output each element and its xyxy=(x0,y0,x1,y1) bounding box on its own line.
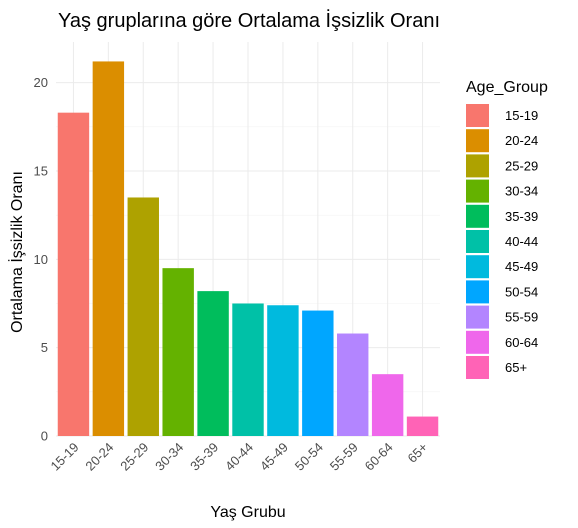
bar-50-54 xyxy=(302,310,334,436)
chart-title: Yaş gruplarına göre Ortalama İşsizlik Or… xyxy=(58,9,440,32)
y-tick-label: 10 xyxy=(34,252,48,267)
legend-key-55-59 xyxy=(466,305,489,329)
y-axis-ticks: 0 5 10 15 20 xyxy=(34,75,48,443)
legend-label: 50-54 xyxy=(505,284,538,299)
legend-key-20-24 xyxy=(466,129,489,153)
legend-label: 60-64 xyxy=(505,335,538,350)
legend-key-45-49 xyxy=(466,255,489,279)
x-tick-label: 35-39 xyxy=(187,440,221,474)
bar-65+ xyxy=(406,416,439,436)
legend-title: Age_Group xyxy=(466,79,548,96)
x-tick-label: 15-19 xyxy=(47,440,81,474)
x-tick-label: 30-34 xyxy=(152,440,186,474)
x-tick-label: 45-49 xyxy=(257,440,291,474)
x-tick-label: 20-24 xyxy=(82,440,116,474)
bar-15-19 xyxy=(57,112,90,437)
y-tick-label: 0 xyxy=(41,429,48,444)
x-tick-label: 50-54 xyxy=(292,440,326,474)
legend-key-65+ xyxy=(466,356,489,379)
y-axis-title: Ortalama İşsizlik Oranı xyxy=(7,171,26,333)
legend-key-35-39 xyxy=(466,204,489,228)
x-tick-label: 60-64 xyxy=(362,440,396,474)
bars xyxy=(57,61,439,437)
legend-label: 55-59 xyxy=(505,310,538,325)
bar-60-64 xyxy=(371,374,404,436)
legend-key-50-54 xyxy=(466,280,489,304)
legend-label: 45-49 xyxy=(505,259,538,274)
legend: Age_Group 15-19 20-24 25-29 30-34 35-39 40-44… xyxy=(466,79,548,379)
x-tick-label: 65+ xyxy=(404,440,430,466)
legend-label: 35-39 xyxy=(505,209,538,224)
bar-20-24 xyxy=(92,61,125,437)
bar-45-49 xyxy=(267,305,299,436)
legend-label: 25-29 xyxy=(505,158,538,173)
legend-key-60-64 xyxy=(466,330,489,354)
legend-key-25-29 xyxy=(466,154,489,178)
legend-key-15-19 xyxy=(466,104,489,127)
bar-55-59 xyxy=(337,333,369,436)
legend-label: 15-19 xyxy=(505,108,538,123)
y-tick-label: 20 xyxy=(34,75,48,90)
bar-30-34 xyxy=(162,268,194,436)
legend-label: 30-34 xyxy=(505,184,538,199)
x-tick-label: 40-44 xyxy=(222,440,256,474)
bar-25-29 xyxy=(127,197,159,436)
y-tick-label: 15 xyxy=(34,163,48,178)
x-axis-ticks: 15-19 20-24 25-29 30-34 35-39 40-44 45-49 50-54… xyxy=(47,440,430,474)
x-tick-label: 55-59 xyxy=(327,440,361,474)
y-tick-label: 5 xyxy=(41,340,48,355)
legend-key-30-34 xyxy=(466,179,489,203)
x-tick-label: 25-29 xyxy=(117,440,151,474)
legend-key-40-44 xyxy=(466,230,489,253)
legend-label: 40-44 xyxy=(505,234,538,249)
legend-label: 65+ xyxy=(505,360,527,375)
legend-label: 20-24 xyxy=(505,133,538,148)
bar-35-39 xyxy=(197,291,229,436)
x-axis-title: Yaş Grubu xyxy=(210,504,285,521)
bar-40-44 xyxy=(232,303,264,436)
